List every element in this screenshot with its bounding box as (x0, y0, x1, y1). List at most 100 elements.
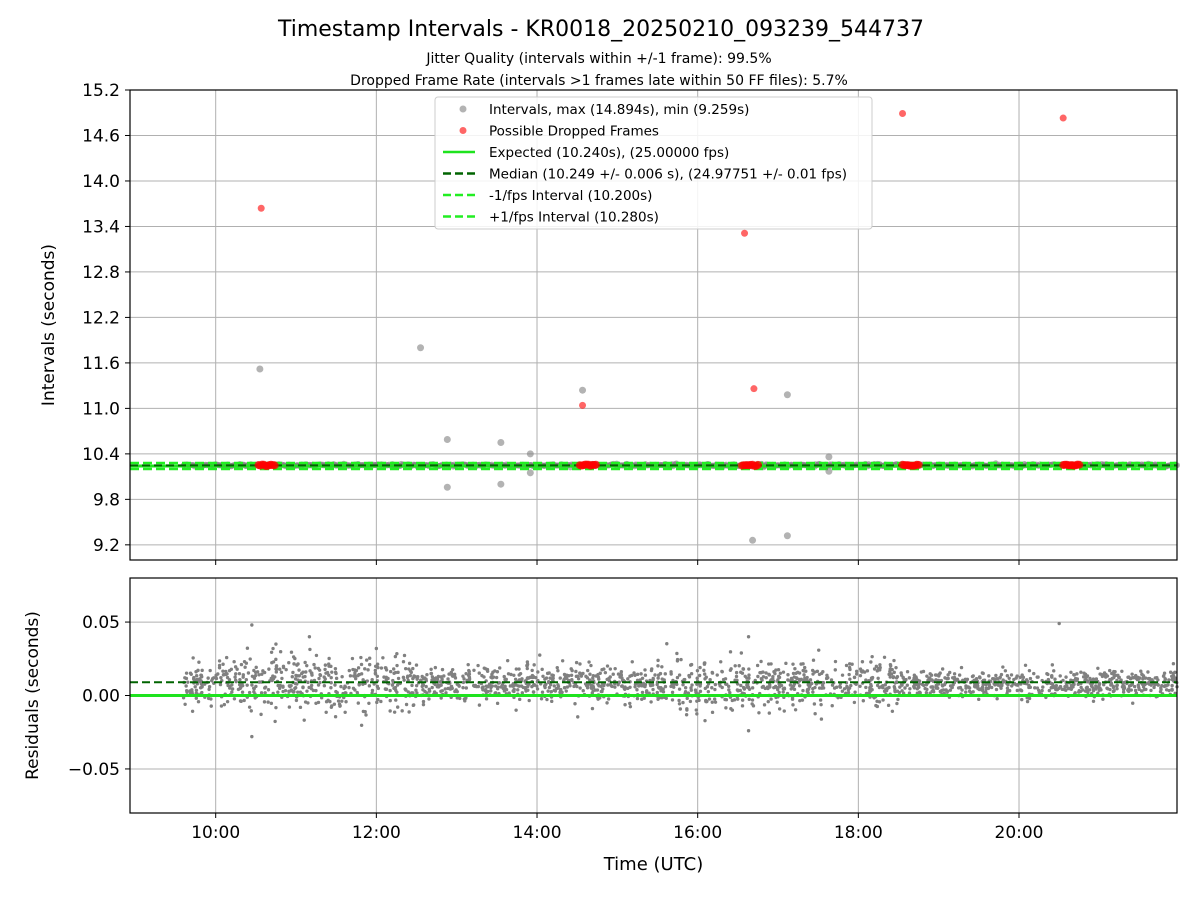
residual-point (253, 673, 258, 678)
residual-point (702, 662, 707, 666)
residual-point (420, 674, 424, 679)
residual-point (225, 699, 230, 704)
residual-point (806, 687, 811, 691)
residual-point (458, 696, 462, 701)
residual-point (1120, 685, 1125, 689)
residual-point (406, 674, 410, 678)
residual-point (880, 685, 885, 690)
residual-point (914, 682, 918, 687)
residual-point (433, 682, 437, 687)
residual-point (864, 685, 868, 690)
residual-point (931, 688, 935, 693)
residual-point (824, 676, 829, 681)
residual-point (1129, 676, 1133, 681)
residual-point (274, 642, 278, 646)
residual-point (842, 687, 847, 691)
residual-point (263, 686, 267, 690)
residual-point (1146, 670, 1150, 674)
residual-point (503, 677, 507, 682)
residual-point (984, 682, 988, 687)
residual-point (739, 683, 743, 688)
residual-point (1083, 672, 1088, 677)
residual-point (877, 700, 882, 704)
residual-point (792, 687, 797, 692)
residual-point (1018, 675, 1023, 680)
residual-point (747, 697, 751, 702)
residual-point (743, 674, 747, 678)
y-tick-label: 12.2 (82, 308, 120, 328)
residual-point (291, 655, 296, 659)
residual-point (429, 667, 433, 671)
residual-point (408, 673, 412, 678)
residual-point (318, 680, 322, 685)
residual-point (802, 673, 806, 677)
residual-point (621, 678, 626, 683)
residual-point (713, 687, 717, 692)
residual-point (713, 682, 718, 687)
residual-point (734, 670, 739, 675)
residual-point (977, 687, 981, 692)
residual-point (1032, 671, 1036, 676)
residual-point (1168, 670, 1173, 674)
residual-point (347, 685, 351, 690)
residual-point (461, 680, 466, 685)
residual-point (351, 667, 355, 672)
residual-point (907, 691, 912, 695)
residual-point (591, 676, 595, 680)
residual-point (446, 686, 450, 691)
residual-point (653, 673, 657, 677)
residual-point (560, 659, 565, 663)
residual-point (517, 684, 522, 688)
residual-point (259, 691, 264, 695)
residual-point (804, 669, 808, 673)
residual-point (790, 697, 795, 701)
residual-point (620, 684, 624, 688)
residual-point (375, 700, 379, 705)
y-tick-label: 14.0 (82, 172, 120, 192)
residual-point (262, 700, 267, 704)
residual-point (374, 646, 379, 651)
residual-point (1123, 680, 1127, 685)
residual-point (655, 690, 659, 695)
residual-point (1079, 670, 1083, 674)
residual-point (289, 650, 294, 654)
residual-point (568, 684, 572, 688)
residual-point (194, 696, 199, 700)
residual-point (596, 675, 601, 679)
residual-point (442, 674, 446, 678)
residual-point (759, 670, 763, 675)
residual-point (382, 675, 386, 679)
residual-point (819, 671, 824, 676)
residual-point (1090, 684, 1094, 689)
residual-point (551, 676, 555, 680)
y-tick-label: 15.2 (82, 81, 120, 101)
residual-point (410, 683, 414, 688)
residual-point (677, 698, 681, 703)
residual-point (525, 666, 529, 671)
residual-point (806, 691, 810, 695)
residual-point (393, 685, 398, 690)
residual-point (655, 682, 659, 687)
residual-point (262, 670, 267, 675)
residual-point (677, 687, 682, 691)
residual-point (672, 682, 677, 686)
residual-point (323, 677, 327, 681)
residual-point (313, 666, 317, 670)
residual-point (323, 663, 328, 667)
y-tick-label: 14.6 (82, 126, 120, 146)
interval-point (443, 435, 451, 443)
residual-point (576, 715, 580, 719)
residual-point (994, 687, 999, 692)
residual-point (797, 684, 802, 688)
residual-point (812, 702, 817, 706)
residual-point (782, 687, 787, 691)
residual-point (982, 678, 987, 682)
residual-point (1046, 672, 1050, 677)
residual-point (284, 667, 288, 672)
residual-point (640, 697, 644, 701)
residual-point (767, 662, 771, 666)
residual-point (980, 685, 985, 689)
residual-point (450, 667, 455, 672)
residual-point (601, 687, 605, 691)
residual-point (503, 687, 508, 691)
